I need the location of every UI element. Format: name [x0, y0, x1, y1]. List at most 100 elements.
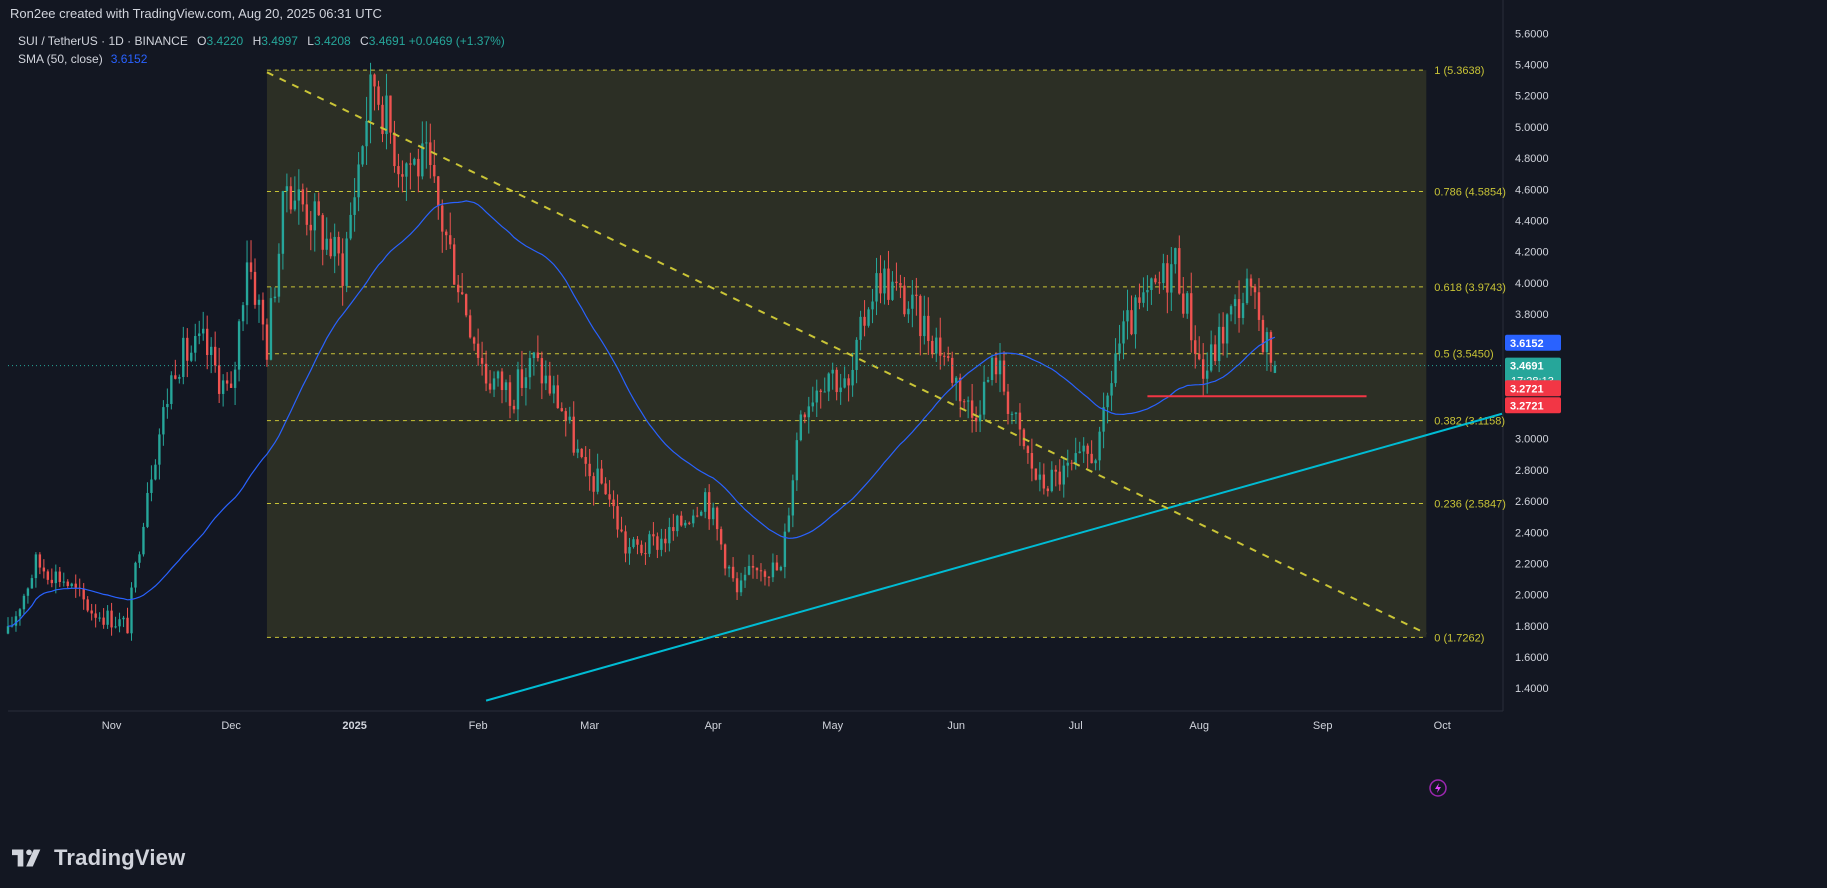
candle	[130, 582, 133, 641]
candle-body	[1062, 465, 1065, 485]
candle	[516, 361, 520, 422]
candle	[377, 80, 380, 111]
candle	[632, 536, 635, 549]
candle	[1158, 271, 1161, 294]
candle-body	[174, 375, 177, 379]
candle	[935, 327, 938, 363]
candle	[281, 190, 285, 270]
symbol-name[interactable]: SUI / TetherUS · 1D · BINANCE	[18, 34, 188, 48]
candle	[150, 465, 153, 502]
y-tick-label: 2.8000	[1515, 465, 1549, 477]
candle-body	[795, 440, 799, 481]
candle	[190, 345, 193, 363]
candle	[34, 552, 38, 588]
candle	[265, 318, 269, 367]
candle	[731, 557, 735, 582]
candle	[707, 484, 711, 530]
candle-body	[755, 567, 759, 571]
candle	[548, 361, 552, 396]
candle	[313, 193, 316, 252]
candle	[445, 229, 448, 251]
candle-body	[1054, 469, 1057, 472]
candle	[1146, 275, 1149, 312]
candle-body	[1010, 413, 1014, 415]
candle-body	[787, 515, 791, 532]
candle-body	[1194, 340, 1197, 354]
candle-body	[863, 316, 866, 326]
candle-body	[636, 539, 639, 545]
candle	[660, 528, 663, 557]
candle	[162, 400, 165, 446]
candle-body	[715, 507, 719, 530]
candle-body	[851, 369, 854, 386]
candle	[206, 315, 209, 370]
candle	[106, 605, 109, 629]
candle-body	[102, 617, 105, 625]
candle	[1269, 330, 1273, 372]
candle	[883, 260, 886, 305]
candle	[213, 331, 217, 373]
candle-body	[305, 204, 308, 225]
candle	[911, 280, 914, 328]
candle	[381, 96, 384, 143]
candle	[1138, 283, 1141, 310]
candle	[401, 160, 404, 193]
candle-body	[1205, 370, 1209, 379]
candle	[907, 301, 910, 323]
candle-body	[142, 526, 145, 555]
candle-body	[1098, 431, 1101, 461]
candle-body	[449, 235, 452, 245]
candle	[142, 522, 145, 557]
candle	[126, 607, 129, 634]
candle	[1110, 370, 1113, 411]
candle	[425, 121, 428, 169]
candle	[755, 567, 759, 579]
candle-body	[656, 536, 659, 550]
candle	[875, 257, 878, 316]
candle-body	[504, 382, 508, 391]
candle-body	[265, 324, 269, 360]
candle	[540, 351, 544, 400]
candle-body	[14, 616, 18, 626]
candle-body	[648, 534, 651, 554]
candle-body	[544, 375, 548, 384]
candle	[1257, 278, 1261, 331]
candle-body	[919, 295, 922, 337]
lightning-icon-ring	[1429, 779, 1447, 797]
candle	[492, 371, 496, 398]
candle	[544, 360, 548, 391]
candle-body	[301, 189, 305, 205]
candle-body	[441, 205, 444, 232]
candle-body	[341, 253, 344, 286]
candle-body	[727, 566, 731, 569]
candle	[1034, 468, 1038, 481]
candle	[831, 362, 834, 390]
candle	[468, 309, 472, 339]
candle	[576, 439, 579, 459]
candle-body	[488, 383, 492, 390]
candle	[1209, 330, 1213, 373]
candle-body	[1162, 263, 1165, 284]
candle-body	[1174, 248, 1177, 265]
y-tick-label: 2.6000	[1515, 496, 1549, 508]
candle-body	[807, 406, 810, 418]
candle-body	[30, 578, 34, 589]
candle	[297, 169, 301, 225]
candle	[779, 565, 783, 572]
candle	[1182, 277, 1185, 318]
change-value: +0.0469 (+1.37%)	[408, 34, 505, 48]
candle	[819, 388, 822, 409]
candle	[608, 480, 611, 507]
candle	[672, 513, 675, 541]
candle	[1237, 280, 1241, 333]
sma-50-line	[7, 200, 1276, 627]
support-price-label-a-bg	[1505, 380, 1561, 397]
sma-legend[interactable]: SMA (50, close) 3.6152	[18, 52, 147, 66]
candle	[1213, 335, 1217, 366]
y-tick-label: 2.2000	[1515, 558, 1549, 570]
candle-body	[464, 294, 468, 316]
candle-body	[962, 401, 966, 403]
candle-body	[221, 380, 225, 394]
y-tick-label: 4.6000	[1515, 184, 1549, 196]
